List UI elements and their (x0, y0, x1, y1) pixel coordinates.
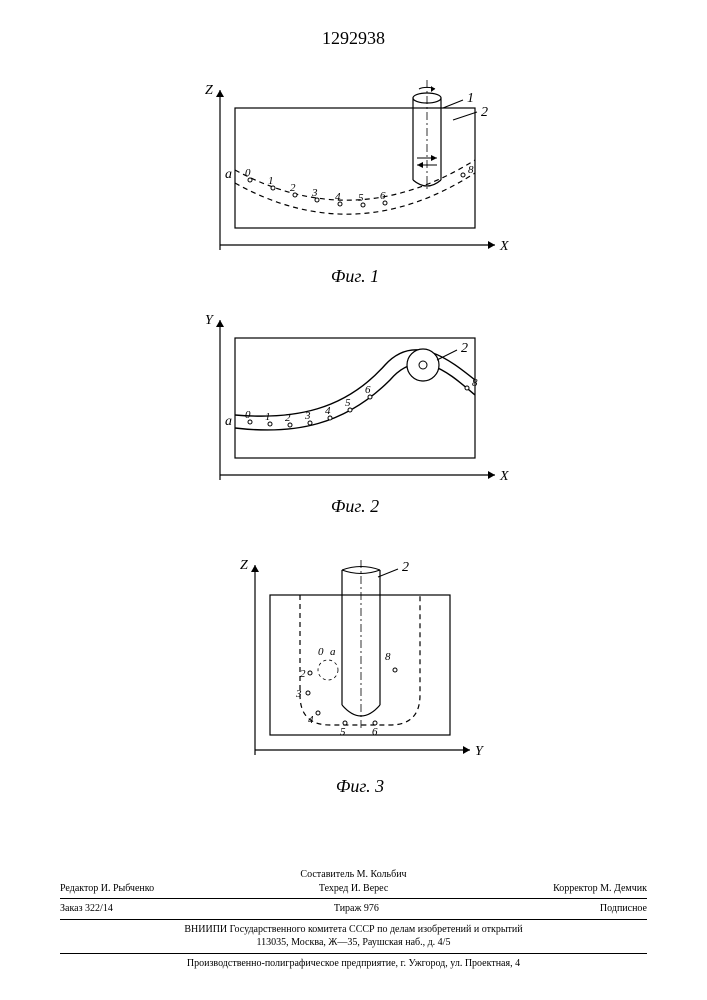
svg-text:2: 2 (285, 412, 291, 424)
svg-text:0: 0 (318, 646, 324, 658)
svg-text:6: 6 (372, 726, 378, 738)
footer-rule-1 (60, 898, 647, 899)
svg-text:1: 1 (265, 411, 271, 423)
fig2-caption: Фиг. 2 (195, 496, 515, 517)
svg-text:X: X (499, 469, 509, 484)
figure-2: X Y 2 a 0 1 2 3 (195, 310, 515, 517)
svg-text:6: 6 (380, 190, 386, 202)
a-label-1: a (225, 167, 232, 182)
fig1-svg: X Z (195, 80, 515, 260)
leader-1: 2 (481, 105, 488, 120)
svg-text:3: 3 (304, 410, 311, 422)
svg-text:2: 2 (402, 560, 409, 575)
svg-text:0: 0 (245, 167, 251, 179)
fig2-svg: X Y 2 a 0 1 2 3 (195, 310, 515, 490)
fig3-caption: Фиг. 3 (230, 776, 490, 797)
footer-podpisnoe: Подписное (600, 902, 647, 916)
svg-text:a: a (225, 414, 232, 429)
footer-corrector: Корректор М. Демчик (553, 882, 647, 896)
page: 1292938 X Z (0, 0, 707, 1000)
svg-text:2: 2 (300, 668, 306, 680)
footer-printer: Производственно-полиграфическое предприя… (60, 957, 647, 971)
footer-editor: Редактор И. Рыбченко (60, 882, 154, 896)
footer-vniipi1: ВНИИПИ Государственного комитета СССР по… (60, 923, 647, 937)
footer-tirazh: Тираж 976 (334, 902, 379, 916)
footer-techred: Техред И. Верес (319, 882, 388, 896)
svg-text:6: 6 (365, 384, 371, 396)
figure-3: Y Z 2 0 a 2 3 (230, 555, 490, 797)
svg-text:4: 4 (335, 191, 341, 203)
svg-text:Y: Y (475, 744, 485, 759)
svg-text:4: 4 (325, 405, 331, 417)
footer-rule-2 (60, 919, 647, 920)
footer-rule-3 (60, 953, 647, 954)
tool-1 (413, 80, 441, 190)
svg-text:8: 8 (468, 164, 474, 176)
svg-text:8: 8 (472, 377, 478, 389)
figure-1: X Z (195, 80, 515, 287)
svg-text:5: 5 (340, 726, 346, 738)
svg-text:8: 8 (385, 651, 391, 663)
svg-text:3: 3 (311, 187, 318, 199)
axis-z-label: Z (205, 83, 213, 98)
svg-text:a: a (330, 646, 336, 658)
svg-text:0: 0 (245, 409, 251, 421)
footer-order: Заказ 322/14 (60, 902, 113, 916)
footer: Составитель М. Кольбич Редактор И. Рыбче… (60, 868, 647, 970)
leader-2: 1 (467, 91, 474, 106)
svg-text:3: 3 (295, 688, 302, 700)
svg-text:5: 5 (358, 192, 364, 204)
svg-text:Z: Z (240, 558, 248, 573)
patent-number: 1292938 (322, 28, 385, 49)
svg-text:Y: Y (205, 313, 215, 328)
svg-text:1: 1 (268, 175, 274, 187)
fig1-caption: Фиг. 1 (195, 266, 515, 287)
footer-compiler: Составитель М. Кольбич (60, 868, 647, 882)
svg-text:2: 2 (461, 341, 468, 356)
svg-text:4: 4 (308, 714, 314, 726)
fig3-svg: Y Z 2 0 a 2 3 (230, 555, 490, 770)
axis-x-label: X (499, 239, 509, 254)
svg-text:2: 2 (290, 182, 296, 194)
footer-vniipi2: 113035, Москва, Ж—35, Раушская наб., д. … (60, 936, 647, 950)
svg-text:5: 5 (345, 397, 351, 409)
